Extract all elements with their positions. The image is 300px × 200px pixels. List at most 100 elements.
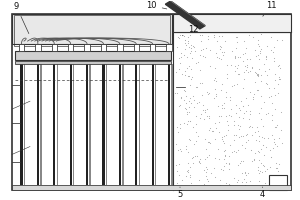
Point <box>178 97 183 100</box>
Point <box>186 106 191 109</box>
Point <box>188 34 192 37</box>
Bar <box>117 44 123 51</box>
Point <box>264 167 269 170</box>
Point <box>188 101 193 104</box>
Point <box>222 158 226 161</box>
Bar <box>24 64 25 185</box>
Point <box>216 105 221 108</box>
Point <box>259 79 263 82</box>
Point <box>173 92 178 95</box>
Point <box>204 46 209 50</box>
Point <box>218 179 222 182</box>
Bar <box>12 14 172 44</box>
Point <box>221 51 226 54</box>
Point <box>205 185 210 188</box>
Point <box>261 186 266 189</box>
Point <box>197 100 202 103</box>
Point <box>187 65 191 68</box>
Point <box>262 169 267 173</box>
Point <box>237 72 242 75</box>
Point <box>189 182 194 185</box>
Point <box>223 182 228 185</box>
Point <box>225 120 230 123</box>
Point <box>221 169 226 172</box>
Point <box>241 105 245 108</box>
Point <box>272 138 276 141</box>
Point <box>234 40 239 43</box>
Point <box>210 129 214 132</box>
Point <box>257 44 262 47</box>
Bar <box>268 175 286 190</box>
Point <box>254 74 259 77</box>
Point <box>256 149 261 152</box>
Point <box>233 111 238 114</box>
Point <box>243 170 248 173</box>
Point <box>206 34 211 37</box>
Point <box>236 179 241 182</box>
Point <box>173 163 178 166</box>
Point <box>264 81 268 84</box>
Point <box>256 172 261 175</box>
Point <box>256 134 261 137</box>
Point <box>214 126 219 129</box>
Bar <box>35 44 40 51</box>
Point <box>230 151 234 154</box>
Point <box>213 94 218 98</box>
Bar <box>172 14 291 32</box>
Point <box>211 129 215 132</box>
Point <box>244 58 249 61</box>
Point <box>180 179 184 182</box>
Point <box>202 109 207 112</box>
Point <box>227 154 232 158</box>
Point <box>250 97 255 100</box>
Point <box>274 124 279 127</box>
Point <box>184 122 189 125</box>
Point <box>197 34 202 37</box>
Point <box>263 55 268 59</box>
Point <box>213 66 218 70</box>
Point <box>208 186 213 189</box>
Point <box>269 119 274 122</box>
Point <box>206 140 211 144</box>
Point <box>238 125 243 128</box>
Point <box>240 116 245 120</box>
Point <box>228 95 232 98</box>
Point <box>224 161 228 164</box>
Point <box>223 185 228 188</box>
Point <box>242 52 247 55</box>
Point <box>241 77 246 81</box>
Point <box>261 62 266 65</box>
Point <box>177 36 182 39</box>
Point <box>252 158 256 161</box>
Point <box>191 156 196 159</box>
Point <box>256 38 261 41</box>
Point <box>219 88 224 91</box>
Point <box>206 114 211 117</box>
Point <box>247 109 252 112</box>
Text: 10: 10 <box>146 1 167 10</box>
Point <box>179 55 184 59</box>
Point <box>199 94 204 97</box>
Point <box>182 89 187 92</box>
Point <box>244 110 248 113</box>
Bar <box>20 64 22 185</box>
Point <box>246 171 251 174</box>
Point <box>272 141 277 144</box>
Point <box>201 47 206 51</box>
Point <box>242 71 247 74</box>
Point <box>208 48 212 52</box>
Point <box>276 78 281 81</box>
Point <box>223 134 228 137</box>
Point <box>275 64 280 67</box>
Point <box>188 96 192 99</box>
Point <box>182 42 187 45</box>
Point <box>189 47 194 50</box>
Point <box>189 56 194 59</box>
Bar <box>150 44 155 51</box>
Point <box>232 56 237 59</box>
Point <box>207 127 212 130</box>
Point <box>217 115 222 118</box>
Point <box>179 72 184 75</box>
Point <box>184 107 189 110</box>
Point <box>182 122 186 125</box>
